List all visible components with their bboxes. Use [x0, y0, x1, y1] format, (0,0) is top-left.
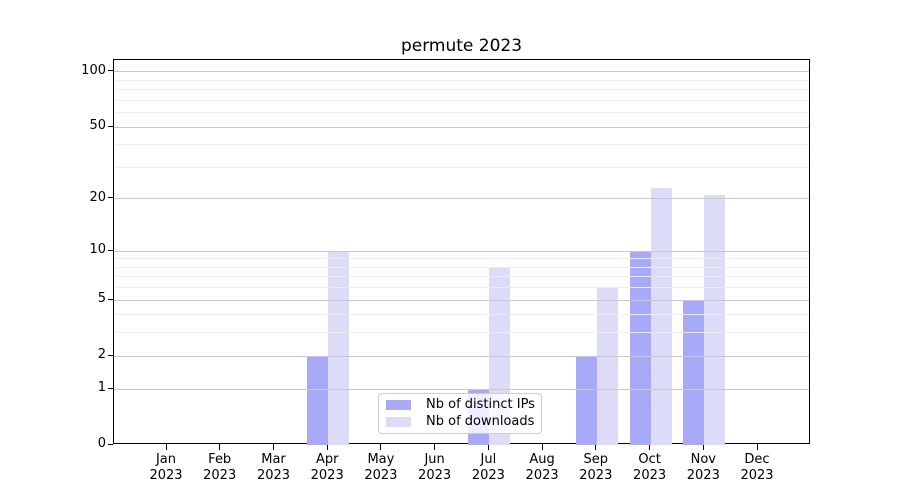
x-axis-tick: [219, 444, 221, 450]
minor-gridline: [114, 332, 809, 334]
minor-gridline: [114, 166, 809, 168]
minor-gridline: [114, 99, 809, 101]
x-axis-tick: [541, 444, 543, 450]
x-axis-tick-label: Jul 2023: [471, 452, 505, 483]
y-axis-tick-label: 5: [97, 291, 106, 307]
x-axis-tick-label: Nov 2023: [686, 452, 720, 483]
x-axis-tick: [487, 444, 489, 450]
major-gridline: [114, 126, 809, 128]
bar-nb-of-downloads-nov: [704, 195, 726, 445]
bar-nb-of-distinct-ips-oct: [629, 251, 651, 445]
x-axis-tick-label: May 2023: [364, 452, 398, 483]
y-axis-tick-label: 10: [89, 242, 106, 258]
y-axis-tick-label: 50: [89, 118, 106, 134]
legend-swatch-downloads: [386, 417, 411, 428]
bar-nb-of-downloads-oct: [650, 188, 672, 445]
x-axis-tick: [326, 444, 328, 450]
x-axis-tick-label: Jan 2023: [149, 452, 183, 483]
legend-item-distinct-ips: Nb of distinct IPs: [386, 396, 541, 412]
bar-nb-of-distinct-ips-nov: [683, 300, 705, 445]
bar-nb-of-downloads-sep: [596, 287, 618, 445]
x-axis-tick-label: Mar 2023: [256, 452, 291, 483]
y-axis-tick-label: 0: [97, 436, 106, 451]
x-axis-tick-label: Apr 2023: [310, 452, 344, 483]
minor-gridline: [114, 144, 809, 146]
minor-gridline: [114, 314, 809, 316]
y-axis-tick: [108, 197, 113, 199]
minor-gridline: [114, 287, 809, 289]
y-axis-tick-label: 100: [81, 62, 106, 78]
y-axis-tick: [108, 70, 113, 72]
major-gridline: [114, 355, 809, 357]
minor-gridline: [114, 266, 809, 268]
minor-gridline: [114, 79, 809, 81]
x-axis-tick: [273, 444, 274, 450]
x-axis-tick-label: Sep 2023: [579, 452, 613, 483]
major-gridline: [114, 299, 809, 301]
bar-nb-of-distinct-ips-sep: [575, 356, 597, 445]
bar-nb-of-distinct-ips-apr: [307, 356, 329, 445]
major-gridline: [114, 198, 809, 200]
legend: Nb of distinct IPs Nb of downloads: [378, 393, 542, 434]
x-axis-tick-label: Dec 2023: [740, 452, 774, 483]
x-axis-tick: [649, 444, 651, 450]
plot-area: [113, 59, 810, 445]
minor-gridline: [114, 258, 809, 260]
y-axis-tick: [108, 249, 113, 251]
y-axis-tick-label: 1: [97, 380, 106, 395]
x-axis-tick-label: Oct 2023: [633, 452, 667, 483]
legend-label-distinct-ips: Nb of distinct IPs: [426, 396, 535, 412]
minor-gridline: [114, 112, 809, 114]
x-axis-tick-label: Aug 2023: [525, 452, 559, 483]
bar-nb-of-downloads-apr: [328, 251, 350, 445]
y-axis-tick: [108, 298, 113, 300]
chart-title: permute 2023: [400, 36, 523, 56]
y-axis-tick-label: 20: [89, 189, 106, 205]
y-axis-tick: [108, 125, 113, 127]
y-axis-tick: [108, 387, 113, 389]
x-axis-tick: [165, 444, 167, 450]
legend-label-downloads: Nb of downloads: [426, 414, 535, 430]
x-axis-tick: [702, 444, 704, 450]
legend-item-downloads: Nb of downloads: [386, 415, 541, 429]
x-axis-tick-label: Jun 2023: [418, 452, 452, 483]
minor-gridline: [114, 276, 809, 278]
major-gridline: [114, 250, 809, 252]
y-axis-tick: [108, 354, 113, 356]
x-axis-tick: [434, 444, 436, 450]
x-axis-tick: [380, 444, 382, 450]
major-gridline: [114, 388, 809, 390]
major-gridline: [114, 71, 809, 73]
x-axis-tick-label: Feb 2023: [203, 452, 237, 483]
minor-gridline: [114, 89, 809, 91]
x-axis-tick: [756, 444, 758, 450]
legend-swatch-distinct-ips: [386, 399, 411, 410]
y-axis-tick: [108, 443, 113, 445]
x-axis-tick: [595, 444, 597, 450]
y-axis-tick-label: 2: [97, 347, 106, 363]
